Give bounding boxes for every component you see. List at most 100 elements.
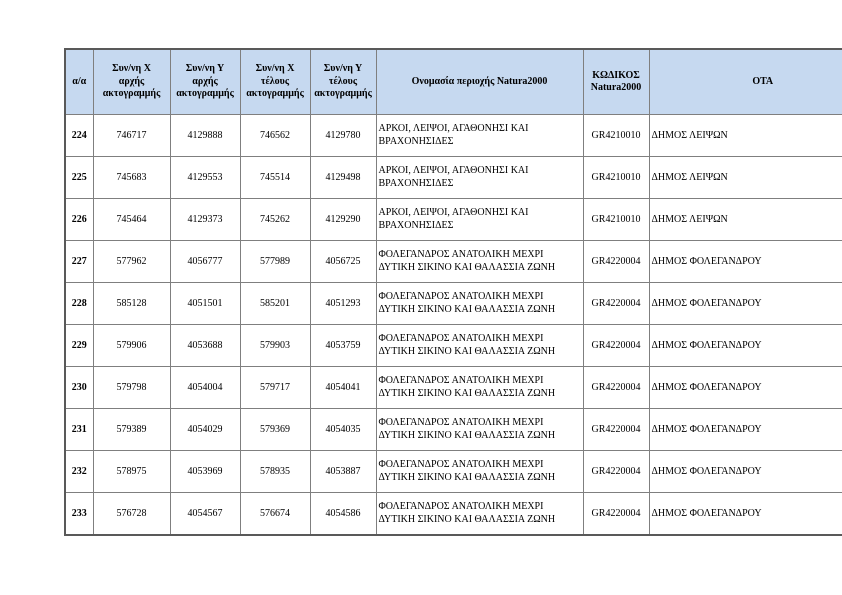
cell-name: ΦΟΛΕΓΑΝΔΡΟΣ ΑΝΑΤΟΛΙΚΗ ΜΕΧΡΙ ΔΥΤΙΚΗ ΣΙΚΙΝ… xyxy=(375,366,584,409)
cell-index: 228 xyxy=(64,282,94,325)
cell-index: 233 xyxy=(64,492,94,536)
table-row: 228 585128 4051501 585201 4051293 ΦΟΛΕΓΑΝΔΡΟΣ… xyxy=(64,282,842,325)
cell-index: 225 xyxy=(64,156,94,199)
cell-xstart: 579389 xyxy=(92,408,171,451)
cell-index: 224 xyxy=(64,114,94,157)
cell-ota: ΔΗΜΟΣ ΦΟΛΕΓΑΝΔΡΟΥ xyxy=(648,282,842,325)
cell-code: GR4210010 xyxy=(582,156,650,199)
cell-xstart: 745464 xyxy=(92,198,171,241)
cell-name: ΑΡΚΟΙ, ΛΕΙΨΟΙ, ΑΓΑΘΟΝΗΣΙ ΚΑΙ ΒΡΑΧΟΝΗΣΙΔΕ… xyxy=(375,156,584,199)
cell-xstart: 585128 xyxy=(92,282,171,325)
cell-code: GR4210010 xyxy=(582,114,650,157)
cell-name: ΦΟΛΕΓΑΝΔΡΟΣ ΑΝΑΤΟΛΙΚΗ ΜΕΧΡΙ ΔΥΤΙΚΗ ΣΙΚΙΝ… xyxy=(375,240,584,283)
cell-index: 229 xyxy=(64,324,94,367)
cell-ystart: 4129553 xyxy=(169,156,241,199)
cell-xend: 746562 xyxy=(239,114,311,157)
table-header: α/α Συν/νη Χ αρχής ακτογραμμής Συν/νη Υ αρ… xyxy=(64,48,842,115)
cell-xend: 585201 xyxy=(239,282,311,325)
cell-yend: 4056725 xyxy=(309,240,377,283)
cell-xstart: 577962 xyxy=(92,240,171,283)
cell-code: GR4220004 xyxy=(582,282,650,325)
cell-index: 231 xyxy=(64,408,94,451)
cell-xstart: 576728 xyxy=(92,492,171,536)
cell-xend: 579717 xyxy=(239,366,311,409)
cell-index: 226 xyxy=(64,198,94,241)
header-cell-ota: ΟΤΑ xyxy=(648,48,842,115)
cell-code: GR4220004 xyxy=(582,408,650,451)
cell-xend: 745514 xyxy=(239,156,311,199)
cell-ota: ΔΗΜΟΣ ΦΟΛΕΓΑΝΔΡΟΥ xyxy=(648,492,842,536)
cell-code: GR4220004 xyxy=(582,366,650,409)
cell-ota: ΔΗΜΟΣ ΦΟΛΕΓΑΝΔΡΟΥ xyxy=(648,240,842,283)
table-row: 232 578975 4053969 578935 4053887 ΦΟΛΕΓΑΝΔΡΟΣ… xyxy=(64,450,842,493)
table-row: 227 577962 4056777 577989 4056725 ΦΟΛΕΓΑΝΔΡΟΣ… xyxy=(64,240,842,283)
header-row: α/α Συν/νη Χ αρχής ακτογραμμής Συν/νη Υ αρ… xyxy=(64,48,842,115)
table-row: 230 579798 4054004 579717 4054041 ΦΟΛΕΓΑΝΔΡΟΣ… xyxy=(64,366,842,409)
header-cell-index: α/α xyxy=(64,48,94,115)
table-row: 226 745464 4129373 745262 4129290 ΑΡΚΟΙ, ΛΕΙΨ… xyxy=(64,198,842,241)
cell-xend: 579903 xyxy=(239,324,311,367)
cell-ota: ΔΗΜΟΣ ΛΕΙΨΩΝ xyxy=(648,198,842,241)
cell-xend: 577989 xyxy=(239,240,311,283)
cell-xstart: 745683 xyxy=(92,156,171,199)
cell-ota: ΔΗΜΟΣ ΛΕΙΨΩΝ xyxy=(648,114,842,157)
cell-name: ΦΟΛΕΓΑΝΔΡΟΣ ΑΝΑΤΟΛΙΚΗ ΜΕΧΡΙ ΔΥΤΙΚΗ ΣΙΚΙΝ… xyxy=(375,324,584,367)
header-cell-yend: Συν/νη Υ τέλους ακτογραμμής xyxy=(309,48,377,115)
cell-yend: 4129498 xyxy=(309,156,377,199)
cell-name: ΦΟΛΕΓΑΝΔΡΟΣ ΑΝΑΤΟΛΙΚΗ ΜΕΧΡΙ ΔΥΤΙΚΗ ΣΙΚΙΝ… xyxy=(375,450,584,493)
cell-xstart: 578975 xyxy=(92,450,171,493)
cell-name: ΑΡΚΟΙ, ΛΕΙΨΟΙ, ΑΓΑΘΟΝΗΣΙ ΚΑΙ ΒΡΑΧΟΝΗΣΙΔΕ… xyxy=(375,114,584,157)
table-row: 233 576728 4054567 576674 4054586 ΦΟΛΕΓΑΝΔΡΟΣ… xyxy=(64,492,842,536)
cell-index: 232 xyxy=(64,450,94,493)
cell-xstart: 579798 xyxy=(92,366,171,409)
cell-name: ΑΡΚΟΙ, ΛΕΙΨΟΙ, ΑΓΑΘΟΝΗΣΙ ΚΑΙ ΒΡΑΧΟΝΗΣΙΔΕ… xyxy=(375,198,584,241)
cell-ota: ΔΗΜΟΣ ΦΟΛΕΓΑΝΔΡΟΥ xyxy=(648,366,842,409)
cell-ota: ΔΗΜΟΣ ΦΟΛΕΓΑΝΔΡΟΥ xyxy=(648,408,842,451)
cell-ystart: 4053969 xyxy=(169,450,241,493)
header-cell-xstart: Συν/νη Χ αρχής ακτογραμμής xyxy=(92,48,171,115)
cell-code: GR4220004 xyxy=(582,450,650,493)
cell-name: ΦΟΛΕΓΑΝΔΡΟΣ ΑΝΑΤΟΛΙΚΗ ΜΕΧΡΙ ΔΥΤΙΚΗ ΣΙΚΙΝ… xyxy=(375,492,584,536)
cell-ystart: 4056777 xyxy=(169,240,241,283)
cell-ystart: 4054004 xyxy=(169,366,241,409)
cell-index: 230 xyxy=(64,366,94,409)
header-cell-code: ΚΩΔΙΚΟΣ Natura2000 xyxy=(582,48,650,115)
cell-yend: 4054035 xyxy=(309,408,377,451)
cell-yend: 4054041 xyxy=(309,366,377,409)
cell-xend: 576674 xyxy=(239,492,311,536)
cell-yend: 4053759 xyxy=(309,324,377,367)
cell-xend: 578935 xyxy=(239,450,311,493)
cell-yend: 4054586 xyxy=(309,492,377,536)
cell-code: GR4220004 xyxy=(582,324,650,367)
cell-xend: 745262 xyxy=(239,198,311,241)
cell-code: GR4220004 xyxy=(582,240,650,283)
table-row: 224 746717 4129888 746562 4129780 ΑΡΚΟΙ, ΛΕΙΨ… xyxy=(64,114,842,157)
table-row: 229 579906 4053688 579903 4053759 ΦΟΛΕΓΑΝΔΡΟΣ… xyxy=(64,324,842,367)
header-cell-name: Ονομασία περιοχής Natura2000 xyxy=(375,48,584,115)
header-cell-xend: Συν/νη Χ τέλους ακτογραμμής xyxy=(239,48,311,115)
header-cell-ystart: Συν/νη Υ αρχής ακτογραμμής xyxy=(169,48,241,115)
cell-ystart: 4129373 xyxy=(169,198,241,241)
cell-yend: 4053887 xyxy=(309,450,377,493)
table-body: 224 746717 4129888 746562 4129780 ΑΡΚΟΙ, ΛΕΙΨ… xyxy=(64,114,842,536)
cell-ystart: 4054567 xyxy=(169,492,241,536)
cell-ystart: 4129888 xyxy=(169,114,241,157)
cell-xstart: 746717 xyxy=(92,114,171,157)
cell-yend: 4129780 xyxy=(309,114,377,157)
cell-code: GR4220004 xyxy=(582,492,650,536)
cell-xstart: 579906 xyxy=(92,324,171,367)
table-row: 225 745683 4129553 745514 4129498 ΑΡΚΟΙ, ΛΕΙΨ… xyxy=(64,156,842,199)
cell-name: ΦΟΛΕΓΑΝΔΡΟΣ ΑΝΑΤΟΛΙΚΗ ΜΕΧΡΙ ΔΥΤΙΚΗ ΣΙΚΙΝ… xyxy=(375,408,584,451)
natura2000-table: α/α Συν/νη Χ αρχής ακτογραμμής Συν/νη Υ αρ… xyxy=(64,48,842,536)
cell-name: ΦΟΛΕΓΑΝΔΡΟΣ ΑΝΑΤΟΛΙΚΗ ΜΕΧΡΙ ΔΥΤΙΚΗ ΣΙΚΙΝ… xyxy=(375,282,584,325)
natura2000-table-container: α/α Συν/νη Χ αρχής ακτογραμμής Συν/νη Υ αρ… xyxy=(64,48,842,536)
cell-ystart: 4054029 xyxy=(169,408,241,451)
cell-yend: 4051293 xyxy=(309,282,377,325)
cell-code: GR4210010 xyxy=(582,198,650,241)
cell-ystart: 4053688 xyxy=(169,324,241,367)
cell-ota: ΔΗΜΟΣ ΦΟΛΕΓΑΝΔΡΟΥ xyxy=(648,324,842,367)
cell-yend: 4129290 xyxy=(309,198,377,241)
cell-ota: ΔΗΜΟΣ ΛΕΙΨΩΝ xyxy=(648,156,842,199)
table-row: 231 579389 4054029 579369 4054035 ΦΟΛΕΓΑΝΔΡΟΣ… xyxy=(64,408,842,451)
